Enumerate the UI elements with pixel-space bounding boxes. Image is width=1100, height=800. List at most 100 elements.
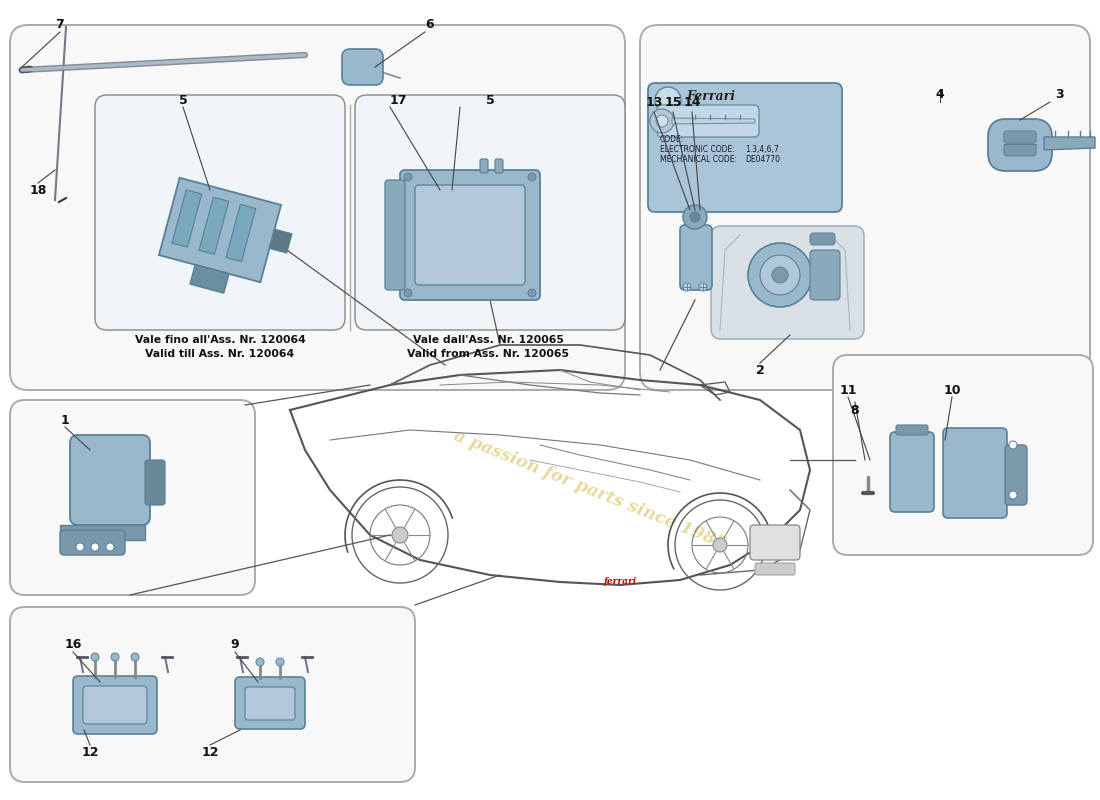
Circle shape [106, 543, 114, 551]
FancyBboxPatch shape [896, 425, 928, 435]
FancyBboxPatch shape [890, 432, 934, 512]
Text: 2: 2 [756, 363, 764, 377]
Circle shape [656, 115, 668, 127]
FancyBboxPatch shape [833, 355, 1093, 555]
FancyBboxPatch shape [810, 250, 840, 300]
FancyBboxPatch shape [245, 687, 295, 720]
FancyBboxPatch shape [495, 159, 503, 173]
Circle shape [748, 243, 812, 307]
Text: 12: 12 [81, 746, 99, 758]
Text: 12: 12 [201, 746, 219, 758]
Text: Vale fino all'Ass. Nr. 120064
Valid till Ass. Nr. 120064: Vale fino all'Ass. Nr. 120064 Valid till… [134, 335, 306, 359]
FancyBboxPatch shape [1004, 131, 1036, 143]
FancyBboxPatch shape [73, 676, 157, 734]
Text: 1.3,4,6,7: 1.3,4,6,7 [745, 145, 779, 154]
Polygon shape [270, 229, 292, 253]
Circle shape [690, 212, 700, 222]
Polygon shape [199, 197, 229, 254]
FancyBboxPatch shape [648, 83, 842, 212]
Text: 16: 16 [64, 638, 81, 651]
FancyBboxPatch shape [988, 119, 1052, 171]
Text: Vale dall'Ass. Nr. 120065
Valid from Ass. Nr. 120065: Vale dall'Ass. Nr. 120065 Valid from Ass… [407, 335, 569, 359]
Text: 17: 17 [389, 94, 407, 106]
Text: MECHANICAL CODE:: MECHANICAL CODE: [660, 155, 737, 164]
Circle shape [111, 653, 119, 661]
Circle shape [528, 289, 536, 297]
Text: 1: 1 [60, 414, 69, 426]
FancyBboxPatch shape [385, 180, 405, 290]
FancyBboxPatch shape [235, 677, 305, 729]
FancyBboxPatch shape [755, 563, 795, 575]
Circle shape [256, 658, 264, 666]
Text: a passion for parts since 1985: a passion for parts since 1985 [451, 427, 729, 553]
FancyBboxPatch shape [711, 226, 864, 339]
FancyBboxPatch shape [1004, 144, 1036, 156]
FancyBboxPatch shape [10, 400, 255, 595]
FancyBboxPatch shape [342, 49, 383, 85]
Circle shape [654, 87, 681, 113]
Text: 8: 8 [850, 403, 859, 417]
FancyBboxPatch shape [82, 686, 147, 724]
Text: 7: 7 [56, 18, 65, 31]
Polygon shape [227, 204, 256, 262]
Text: 10: 10 [944, 383, 960, 397]
Text: CODE:: CODE: [660, 135, 684, 144]
Text: 3: 3 [1056, 89, 1065, 102]
Text: 6: 6 [426, 18, 434, 31]
Circle shape [404, 173, 412, 181]
Circle shape [698, 283, 707, 291]
Polygon shape [672, 118, 755, 124]
Text: 15: 15 [664, 97, 682, 110]
FancyBboxPatch shape [810, 233, 835, 245]
FancyBboxPatch shape [657, 105, 759, 137]
Text: DE04770: DE04770 [745, 155, 780, 164]
Circle shape [91, 543, 99, 551]
FancyBboxPatch shape [10, 607, 415, 782]
Polygon shape [1044, 137, 1094, 150]
Text: 4: 4 [936, 89, 945, 102]
Polygon shape [60, 525, 145, 540]
Circle shape [91, 653, 99, 661]
Text: 14: 14 [683, 97, 701, 110]
Text: 13: 13 [646, 97, 662, 110]
Circle shape [392, 527, 408, 543]
FancyBboxPatch shape [750, 525, 800, 560]
Circle shape [528, 173, 536, 181]
Circle shape [131, 653, 139, 661]
Polygon shape [172, 190, 201, 247]
FancyBboxPatch shape [145, 460, 165, 505]
FancyBboxPatch shape [95, 95, 345, 330]
Circle shape [276, 658, 284, 666]
FancyBboxPatch shape [415, 185, 525, 285]
Circle shape [683, 205, 707, 229]
Text: 11: 11 [839, 383, 857, 397]
FancyBboxPatch shape [70, 435, 150, 525]
Circle shape [650, 109, 674, 133]
Circle shape [772, 267, 788, 283]
FancyBboxPatch shape [680, 225, 712, 290]
FancyBboxPatch shape [640, 25, 1090, 390]
Circle shape [760, 255, 800, 295]
Circle shape [1009, 491, 1018, 499]
Text: Ferrari: Ferrari [686, 90, 735, 102]
Text: 5: 5 [178, 94, 187, 106]
FancyBboxPatch shape [400, 170, 540, 300]
Polygon shape [158, 178, 282, 282]
Circle shape [713, 538, 727, 552]
FancyBboxPatch shape [355, 95, 625, 330]
Text: 9: 9 [231, 638, 240, 651]
Circle shape [1009, 441, 1018, 449]
FancyBboxPatch shape [10, 25, 625, 390]
Text: ELECTRONIC CODE:: ELECTRONIC CODE: [660, 145, 735, 154]
FancyBboxPatch shape [943, 428, 1006, 518]
Circle shape [404, 289, 412, 297]
FancyBboxPatch shape [60, 530, 125, 555]
Text: ferrari: ferrari [604, 578, 637, 586]
FancyBboxPatch shape [1005, 445, 1027, 505]
Circle shape [683, 283, 691, 291]
Circle shape [76, 543, 84, 551]
Text: 5: 5 [485, 94, 494, 106]
Text: 18: 18 [30, 183, 46, 197]
Polygon shape [190, 265, 229, 293]
FancyBboxPatch shape [480, 159, 488, 173]
